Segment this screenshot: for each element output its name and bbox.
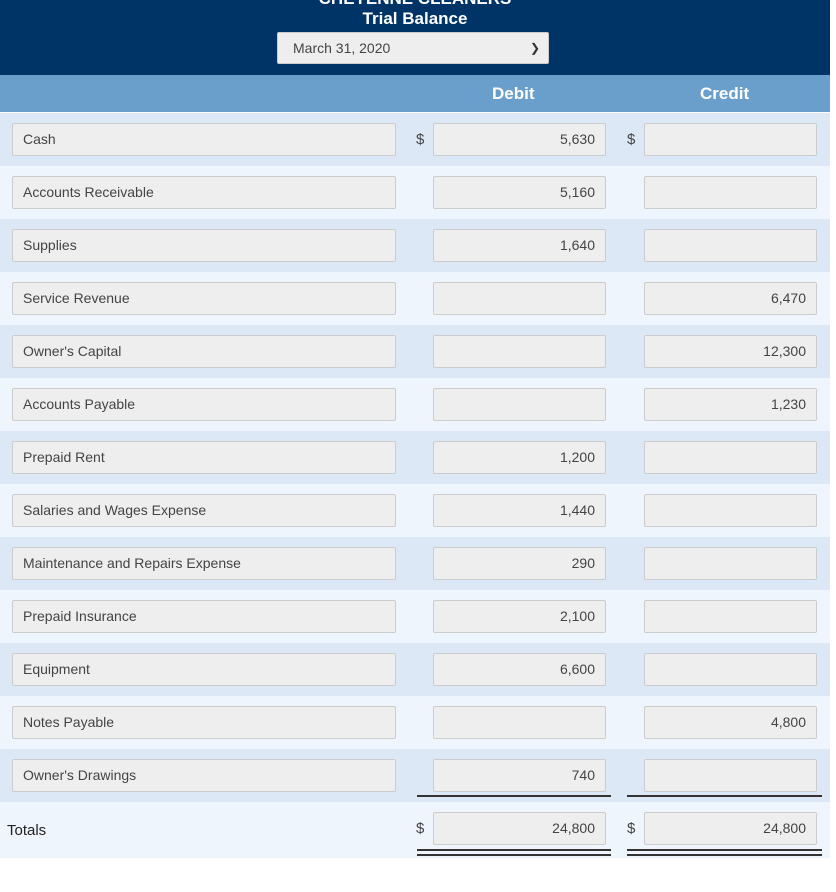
total-debit-input[interactable]: 24,800 xyxy=(433,812,606,845)
debit-input[interactable] xyxy=(433,706,606,739)
table-row: Service Revenue 6,470 xyxy=(0,272,830,325)
debit-input[interactable]: 1,440 xyxy=(433,494,606,527)
credit-input[interactable] xyxy=(644,547,817,580)
debit-input[interactable]: 1,200 xyxy=(433,441,606,474)
account-input[interactable]: Cash xyxy=(12,123,396,156)
account-input[interactable]: Salaries and Wages Expense xyxy=(12,494,396,527)
debit-double-underline xyxy=(417,849,611,856)
report-title: Trial Balance xyxy=(362,9,468,28)
credit-input[interactable] xyxy=(644,229,817,262)
credit-input[interactable] xyxy=(644,653,817,686)
credit-input[interactable] xyxy=(644,494,817,527)
debit-input[interactable]: 2,100 xyxy=(433,600,606,633)
totals-label: Totals xyxy=(7,822,47,839)
table-row: Salaries and Wages Expense 1,440 xyxy=(0,484,830,537)
credit-input[interactable] xyxy=(644,441,817,474)
account-input[interactable]: Owner's Capital xyxy=(12,335,396,368)
table-row: Equipment 6,600 xyxy=(0,643,830,696)
credit-dollar-sign: $ xyxy=(627,131,636,148)
table-row: Accounts Receivable 5,160 xyxy=(0,166,830,219)
debit-header: Debit xyxy=(492,84,535,103)
credit-input[interactable]: 4,800 xyxy=(644,706,817,739)
account-input[interactable]: Accounts Payable xyxy=(12,388,396,421)
debit-input[interactable]: 5,160 xyxy=(433,176,606,209)
table-row: Prepaid Insurance 2,100 xyxy=(0,590,830,643)
debit-dollar-sign: $ xyxy=(416,820,425,837)
debit-input[interactable]: 5,630 xyxy=(433,123,606,156)
table-row: Supplies 1,640 xyxy=(0,219,830,272)
chevron-down-icon: ❯ xyxy=(529,41,540,55)
table-row: Accounts Payable 1,230 xyxy=(0,378,830,431)
account-input[interactable]: Maintenance and Repairs Expense xyxy=(12,547,396,580)
table-row: Owner's Capital 12,300 xyxy=(0,325,830,378)
account-input[interactable]: Service Revenue xyxy=(12,282,396,315)
debit-input[interactable]: 6,600 xyxy=(433,653,606,686)
credit-input[interactable] xyxy=(644,600,817,633)
debit-input[interactable]: 290 xyxy=(433,547,606,580)
table-row: Cash 5,630 $ $ xyxy=(0,113,830,166)
debit-dollar-sign: $ xyxy=(416,131,425,148)
credit-input[interactable] xyxy=(644,123,817,156)
account-input[interactable]: Owner's Drawings xyxy=(12,759,396,792)
account-input[interactable]: Notes Payable xyxy=(12,706,396,739)
debit-input[interactable]: 740 xyxy=(433,759,606,792)
account-input[interactable]: Accounts Receivable xyxy=(12,176,396,209)
debit-input[interactable] xyxy=(433,335,606,368)
total-credit-input[interactable]: 24,800 xyxy=(644,812,817,845)
credit-input[interactable]: 1,230 xyxy=(644,388,817,421)
table-row: Notes Payable 4,800 xyxy=(0,696,830,749)
credit-input[interactable] xyxy=(644,176,817,209)
table-row: Maintenance and Repairs Expense 290 xyxy=(0,537,830,590)
debit-input[interactable] xyxy=(433,282,606,315)
date-select-value: March 31, 2020 xyxy=(293,40,391,56)
credit-underline xyxy=(627,795,822,797)
date-select[interactable]: March 31, 2020 ❯ xyxy=(277,32,549,64)
credit-input[interactable] xyxy=(644,759,817,792)
account-input[interactable]: Supplies xyxy=(12,229,396,262)
column-header: Debit Credit xyxy=(0,75,830,112)
account-input[interactable]: Prepaid Insurance xyxy=(12,600,396,633)
table-row: Owner's Drawings 740 xyxy=(0,749,830,802)
credit-header: Credit xyxy=(700,84,750,103)
debit-input[interactable]: 1,640 xyxy=(433,229,606,262)
debit-input[interactable] xyxy=(433,388,606,421)
account-input[interactable]: Prepaid Rent xyxy=(12,441,396,474)
table-row: Prepaid Rent 1,200 xyxy=(0,431,830,484)
debit-underline xyxy=(417,795,611,797)
totals-row: Totals $ 24,800 $ 24,800 xyxy=(0,802,830,858)
credit-input[interactable]: 6,470 xyxy=(644,282,817,315)
credit-input[interactable]: 12,300 xyxy=(644,335,817,368)
account-input[interactable]: Equipment xyxy=(12,653,396,686)
company-name: CHEYENNE CLEANERS xyxy=(0,0,830,9)
credit-dollar-sign: $ xyxy=(627,820,636,837)
credit-double-underline xyxy=(627,849,822,856)
header: CHEYENNE CLEANERS Trial Balance March 31… xyxy=(0,0,830,75)
